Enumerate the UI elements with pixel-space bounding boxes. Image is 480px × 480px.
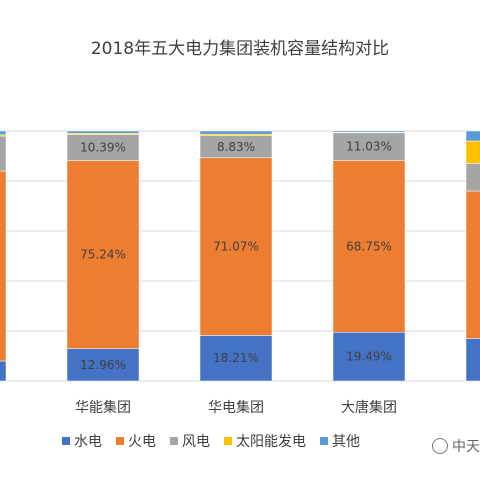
bar-segment [199, 130, 273, 135]
x-tick-label: 大唐集团 [341, 399, 397, 416]
bar-segment [66, 348, 140, 382]
bar-segment [465, 140, 480, 164]
data-label: 11.03% [346, 140, 392, 154]
bar-segment [465, 130, 480, 142]
bar-segment [0, 134, 7, 137]
x-tick-label: 华电集团 [208, 399, 264, 416]
legend-label: 火电 [128, 434, 156, 450]
wechat-icon [432, 438, 448, 454]
bar-segment [66, 134, 140, 161]
bar-segment [465, 163, 480, 192]
data-label: 19.49% [346, 350, 392, 364]
legend-swatch [170, 437, 178, 445]
data-label: 18.21% [213, 351, 259, 365]
legend-swatch [62, 437, 70, 445]
bar-segment [332, 132, 406, 161]
chart-legend: 水电 火电 风电 太阳能发电 其他 [0, 431, 480, 451]
watermark: 中天 [432, 436, 480, 456]
bar-segment [465, 338, 480, 382]
bar-segment [66, 130, 140, 134]
bar-segment [0, 360, 7, 382]
legend-item: 太阳能发电 [224, 431, 306, 451]
bar-segment [0, 130, 7, 135]
data-label: 10.39% [80, 141, 126, 155]
bar-segment [199, 157, 273, 336]
legend-label: 其他 [332, 434, 360, 450]
legend-label: 水电 [74, 434, 102, 450]
bar-segment [66, 160, 140, 349]
legend-item: 其他 [320, 431, 360, 451]
x-tick-label: 华能集团 [75, 399, 131, 416]
bar-segment [332, 332, 406, 382]
data-label: 8.83% [217, 140, 255, 154]
legend-label: 风电 [182, 434, 210, 450]
bar-segment [0, 135, 7, 172]
bar-segment [332, 160, 406, 333]
data-label: 68.75% [346, 239, 392, 253]
data-label: 12.96% [80, 358, 126, 372]
legend-swatch [224, 437, 232, 445]
data-label: 71.07% [213, 240, 259, 254]
legend-item: 水电 [62, 431, 102, 451]
legend-item: 风电 [170, 431, 210, 451]
legend-swatch [116, 437, 124, 445]
chart-title: 2018年五大电力集团装机容量结构对比 [90, 39, 390, 59]
bar-segment [0, 170, 7, 362]
bar-segment [465, 190, 480, 339]
legend-label: 太阳能发电 [236, 434, 306, 450]
data-label: 75.24% [80, 248, 126, 262]
watermark-text: 中天 [452, 439, 480, 455]
legend-swatch [320, 437, 328, 445]
bar-segment [332, 130, 406, 133]
bar-segment [199, 335, 273, 382]
legend-item: 火电 [116, 431, 156, 451]
